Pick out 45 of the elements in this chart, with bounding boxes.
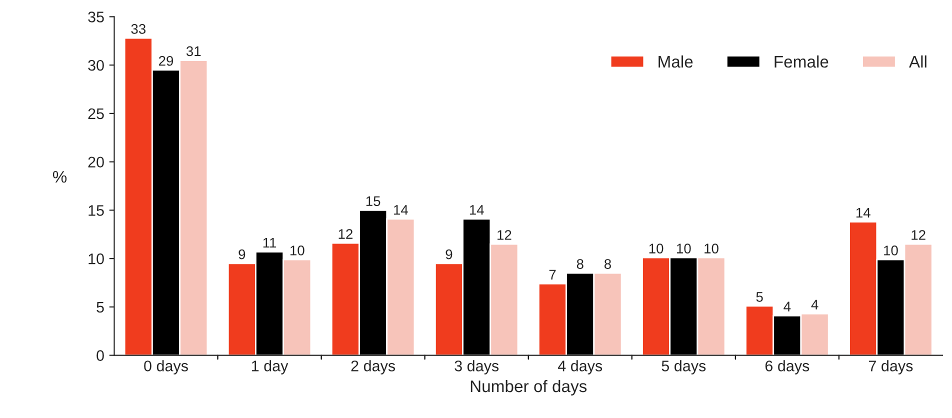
legend-label: Female <box>774 55 828 68</box>
data-label: 29 <box>158 56 174 66</box>
x-tick-label: 4 days <box>558 360 602 374</box>
x-tick-label: 1 day <box>252 360 288 374</box>
data-label: 12 <box>338 229 352 239</box>
y-axis-title: % <box>52 170 67 183</box>
legend-label: Male <box>658 55 693 68</box>
y-tick-label: 25 <box>88 108 104 120</box>
y-tick-label: 30 <box>88 60 104 71</box>
data-label: 10 <box>884 246 898 256</box>
x-tick-label: 2 days <box>351 360 396 374</box>
data-label: 9 <box>446 249 452 260</box>
y-tick-label: 20 <box>88 156 104 168</box>
y-tick-label: 10 <box>88 253 104 264</box>
legend-label: All <box>908 55 926 68</box>
y-tick-label: 5 <box>96 302 104 313</box>
x-tick-label: 5 days <box>662 360 706 374</box>
data-label: 4 <box>811 300 818 310</box>
data-label: 11 <box>263 238 276 248</box>
data-label: 33 <box>131 24 146 34</box>
data-label: 14 <box>856 208 870 218</box>
data-label: 10 <box>290 246 304 256</box>
data-label: 31 <box>186 46 201 56</box>
data-label: 9 <box>238 249 246 260</box>
data-label: 8 <box>576 259 584 269</box>
x-tick-label: 0 days <box>144 360 188 374</box>
data-label: 10 <box>649 244 664 254</box>
data-label: 4 <box>784 302 791 312</box>
data-label: 14 <box>470 205 484 215</box>
data-label: 12 <box>912 230 926 240</box>
data-label: 8 <box>604 259 611 269</box>
data-label: 14 <box>394 205 408 215</box>
x-axis-title: Number of days <box>470 380 587 396</box>
x-tick-label: 7 days <box>868 360 913 374</box>
data-label: 15 <box>366 196 380 206</box>
data-label: 12 <box>498 230 512 240</box>
data-label: 5 <box>756 292 763 302</box>
y-tick-label: 35 <box>88 12 104 22</box>
y-tick-label: 15 <box>88 205 104 216</box>
data-label: 7 <box>549 270 556 280</box>
x-tick-label: 6 days <box>765 360 810 374</box>
data-label: 10 <box>676 244 691 254</box>
data-label: 10 <box>704 244 718 254</box>
x-tick-label: 3 days <box>454 360 499 374</box>
y-tick-label: 0 <box>96 350 104 361</box>
